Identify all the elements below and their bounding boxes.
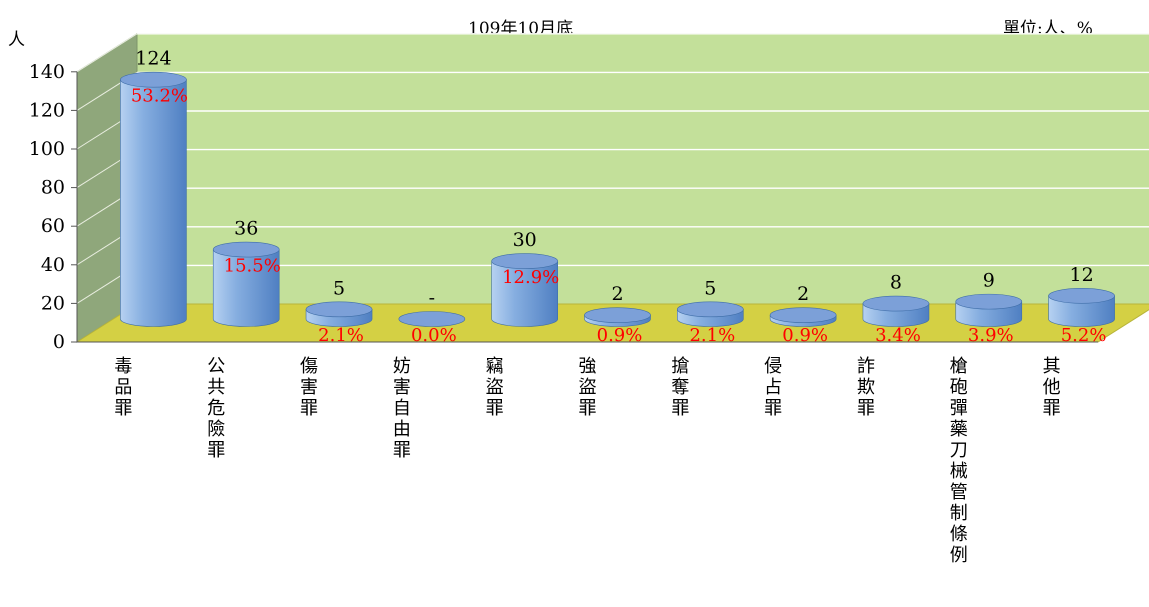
- bar-body: [120, 79, 187, 327]
- category-label: 搶奪罪: [671, 356, 689, 419]
- bar-value-label: 36: [234, 218, 258, 240]
- bar-body: [212, 249, 280, 327]
- bar-percent-label: 0.9%: [597, 325, 643, 346]
- category-label: 傷害罪: [300, 356, 318, 419]
- bar-percent-label: 12.9%: [502, 267, 559, 288]
- bar-value-label: -: [429, 287, 435, 309]
- category-label: 侵占罪: [764, 356, 782, 419]
- bar-top: [491, 253, 558, 269]
- y-tick-label: 100: [29, 138, 65, 160]
- category-label: 槍砲彈藥刀械管制條例: [950, 356, 968, 566]
- y-tick-label: 60: [41, 215, 65, 237]
- gridline-side: [76, 33, 138, 73]
- bar-top: [212, 241, 280, 258]
- bar-value-label: 2: [611, 283, 623, 305]
- bar-body: [1048, 295, 1115, 327]
- y-tick-label: 140: [29, 61, 65, 83]
- bar-top: [677, 301, 744, 318]
- category-label: 詐欺罪: [857, 356, 875, 419]
- bar-percent-label: 0.9%: [782, 325, 828, 346]
- category-label: 妨害自由罪: [393, 356, 411, 461]
- back-wall: [136, 33, 1149, 305]
- bar-percent-label: 2.1%: [689, 325, 735, 346]
- bar-value-label: 5: [333, 277, 345, 299]
- category-label: 強盜罪: [579, 356, 597, 419]
- y-axis-label: 人: [8, 30, 25, 50]
- bar-percent-label: 3.9%: [968, 325, 1014, 346]
- bar-top: [862, 295, 930, 312]
- bar-percent-label: 5.2%: [1061, 325, 1107, 346]
- bar-value-label: 5: [704, 277, 716, 299]
- bar-value-label: 8: [890, 272, 902, 294]
- category-label: 公共危險罪: [207, 356, 225, 461]
- bar-top: [1048, 288, 1115, 304]
- bar-percent-label: 15.5%: [224, 256, 281, 277]
- bar-value-label: 124: [135, 48, 171, 70]
- category-label: 毒品罪: [114, 356, 132, 419]
- y-tick-label: 0: [53, 331, 65, 353]
- y-tick-label: 80: [41, 177, 65, 199]
- bar-percent-label: 53.2%: [131, 86, 188, 107]
- y-tick-label: 120: [29, 99, 65, 121]
- bar-percent-label: 3.4%: [875, 325, 921, 346]
- bar-value-label: 9: [983, 270, 995, 292]
- category-label: 其他罪: [1043, 356, 1061, 419]
- bar-value-label: 30: [513, 229, 537, 251]
- bar-value-label: 2: [797, 283, 809, 305]
- bar-percent-label: 0.0%: [411, 325, 457, 346]
- y-tick-label: 20: [41, 292, 65, 314]
- bar-percent-label: 2.1%: [318, 325, 364, 346]
- category-label: 竊盜罪: [486, 356, 504, 419]
- bar-body: [491, 260, 558, 327]
- bar-top: [120, 71, 187, 88]
- bar-top: [584, 307, 651, 323]
- bar-top: [398, 311, 466, 327]
- bar-top: [955, 293, 1023, 310]
- bar-top: [305, 301, 373, 318]
- bar-top: [769, 307, 837, 323]
- bar-value-label: 12: [1069, 264, 1093, 286]
- y-tick-label: 40: [41, 254, 65, 276]
